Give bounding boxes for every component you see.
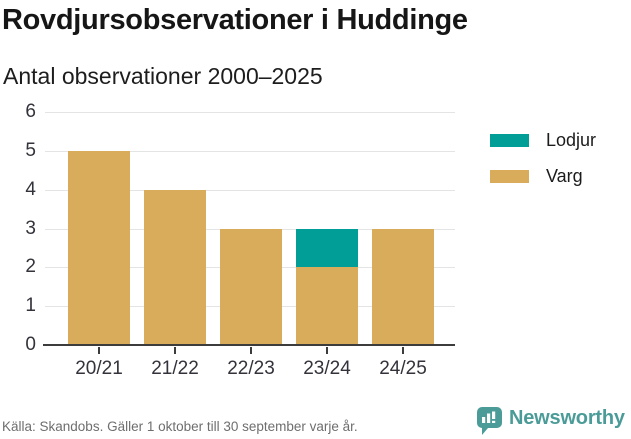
newsworthy-wordmark: Newsworthy <box>509 407 625 429</box>
legend: Lodjur Varg <box>490 130 596 186</box>
y-axis-tick-label: 4 <box>25 179 36 200</box>
bar-segment-varg <box>296 267 358 345</box>
x-axis-line <box>43 344 455 346</box>
y-axis-tick-label: 3 <box>25 218 36 239</box>
y-axis-tick-label: 0 <box>25 334 36 355</box>
legend-item: Lodjur <box>490 130 596 150</box>
x-axis-tick <box>174 347 176 354</box>
y-axis-tick-label: 2 <box>25 256 36 277</box>
newsworthy-brand: Newsworthy <box>477 404 625 435</box>
x-axis-tick <box>250 347 252 354</box>
legend-swatch-icon <box>490 169 529 183</box>
x-axis-category-label: 21/22 <box>151 358 199 379</box>
chart-title: Rovdjursobservationer i Huddinge <box>2 4 468 36</box>
legend-item: Varg <box>490 166 596 186</box>
bar-segment-varg <box>68 151 130 345</box>
x-axis-category-label: 22/23 <box>227 358 275 379</box>
x-axis-tick <box>402 347 404 354</box>
x-axis-tick <box>326 347 328 354</box>
bar-segment-lodjur <box>296 229 358 267</box>
legend-item-label: Lodjur <box>546 130 597 150</box>
bar-segment-varg <box>144 190 206 345</box>
x-axis-tick <box>98 347 100 354</box>
y-axis-tick-label: 1 <box>25 295 36 316</box>
x-axis-category-label: 24/25 <box>379 358 427 379</box>
gridline <box>45 151 455 152</box>
legend-item-label: Varg <box>546 166 583 186</box>
newsworthy-logo-icon <box>477 407 502 435</box>
gridline <box>45 190 455 191</box>
x-axis-category-label: 20/21 <box>75 358 123 379</box>
chart-subtitle: Antal observationer 2000–2025 <box>3 63 323 89</box>
legend-swatch-icon <box>490 133 529 147</box>
source-note: Källa: Skandobs. Gäller 1 oktober till 3… <box>2 419 358 434</box>
y-axis-tick-label: 5 <box>25 140 36 161</box>
gridline <box>45 112 455 113</box>
bar-segment-varg <box>220 229 282 345</box>
y-axis-tick-label: 6 <box>25 101 36 122</box>
x-axis-category-label: 23/24 <box>303 358 351 379</box>
bar-segment-varg <box>372 229 434 345</box>
